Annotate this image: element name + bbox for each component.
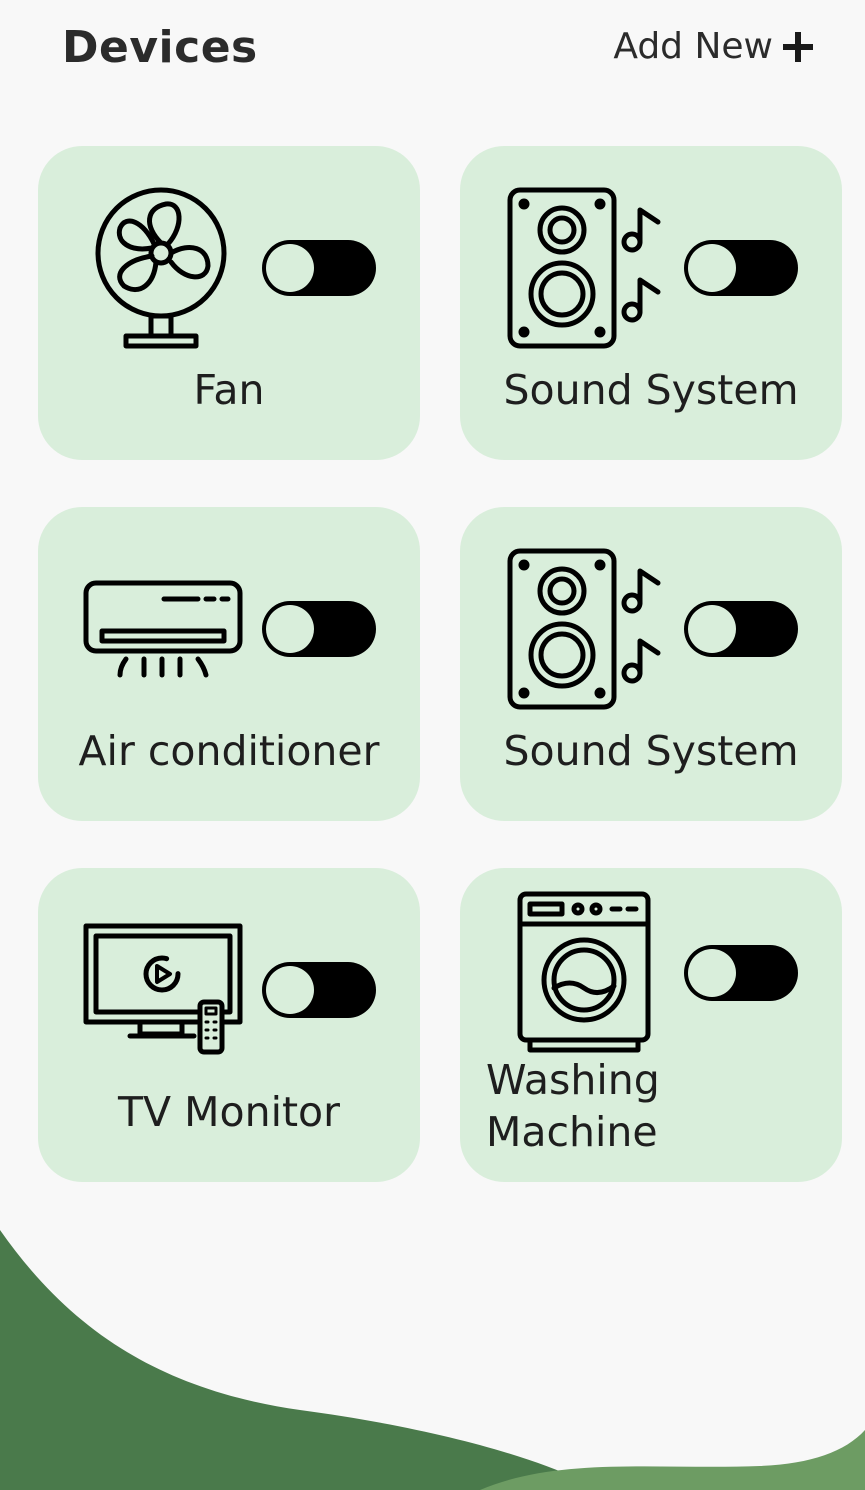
toggle-knob (266, 966, 314, 1014)
device-label: Washing Machine (486, 1054, 816, 1158)
device-card-fan[interactable]: Fan (38, 146, 420, 460)
speaker-music-icon (506, 186, 666, 350)
washing-machine-icon (516, 890, 652, 1054)
toggle-knob (266, 244, 314, 292)
plus-icon (783, 31, 813, 62)
device-label: TV Monitor (118, 1088, 340, 1136)
fan-icon (94, 186, 228, 350)
add-new-button[interactable]: Add New (613, 26, 815, 67)
device-card-washing-machine[interactable]: Washing Machine (460, 868, 842, 1182)
device-label: Fan (193, 366, 265, 414)
page-title: Devices (62, 22, 258, 73)
device-card-air-conditioner[interactable]: Air conditioner (38, 507, 420, 821)
sound-system-toggle[interactable] (684, 240, 798, 296)
device-label: Air conditioner (78, 727, 380, 775)
sound-system-toggle[interactable] (684, 601, 798, 657)
device-card-tv-monitor[interactable]: TV Monitor (38, 868, 420, 1182)
device-label: Sound System (503, 727, 799, 775)
header: Devices Add New (0, 0, 865, 100)
toggle-knob (266, 605, 314, 653)
background-wave (0, 1230, 865, 1490)
toggle-knob (688, 244, 736, 292)
air-conditioner-toggle[interactable] (262, 601, 376, 657)
toggle-knob (688, 949, 736, 997)
device-card-sound-system[interactable]: Sound System (460, 507, 842, 821)
toggle-knob (688, 605, 736, 653)
tv-monitor-toggle[interactable] (262, 962, 376, 1018)
fan-toggle[interactable] (262, 240, 376, 296)
device-label-line-1: Washing (486, 1056, 660, 1104)
washing-machine-toggle[interactable] (684, 945, 798, 1001)
device-label-line-2: Machine (486, 1108, 658, 1156)
speaker-music-icon (506, 547, 666, 711)
air-conditioner-icon (82, 579, 244, 679)
device-label: Sound System (503, 366, 799, 414)
tv-remote-icon (82, 922, 244, 1056)
device-card-sound-system[interactable]: Sound System (460, 146, 842, 460)
add-new-label: Add New (613, 26, 773, 67)
